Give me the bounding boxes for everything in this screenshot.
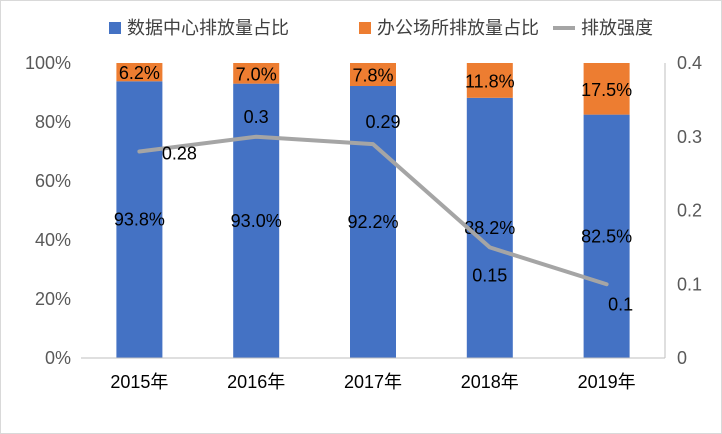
legend-datacenter-label: 数据中心排放量占比 (127, 18, 289, 38)
bar-datacenter-1 (233, 83, 280, 359)
bar-datacenter-0 (116, 81, 163, 358)
datacenter-data-label: 93.8% (114, 210, 165, 230)
intensity-line (137, 134, 609, 287)
office-data-label: 7.8% (352, 66, 393, 86)
legend-office-label: 办公场所排放量占比 (377, 18, 539, 38)
bar-office-2 (350, 63, 396, 87)
left-tick-label: 80% (35, 112, 71, 132)
category-label: 2019年 (578, 372, 636, 392)
category-label: 2018年 (461, 372, 519, 392)
bar-office-1 (233, 63, 280, 84)
right-tick-label: 0.1 (677, 274, 702, 294)
bar-office-4 (583, 63, 630, 115)
intensity-data-label: 0.28 (162, 144, 197, 164)
office-data-label: 11.8% (465, 71, 515, 91)
left-tick-label: 100% (25, 53, 71, 73)
office-data-label: 6.2% (119, 63, 160, 83)
intensity-data-label: 0.15 (472, 265, 507, 285)
bar-datacenter-3 (466, 97, 513, 358)
intensity-data-label: 0.1 (608, 294, 633, 314)
right-tick-label: 0.4 (677, 53, 702, 73)
category-label: 2016年 (227, 372, 285, 392)
datacenter-data-label: 82.5% (581, 226, 632, 246)
datacenter-data-label: 93.0% (231, 211, 282, 231)
bar-datacenter-4 (583, 114, 630, 358)
datacenter-data-label: 88.2% (464, 218, 515, 238)
bar-office-3 (466, 63, 513, 98)
category-label: 2017年 (344, 372, 402, 392)
intensity-data-label: 0.3 (244, 107, 269, 127)
bar-datacenter-2 (350, 86, 396, 358)
office-data-label: 17.5% (581, 80, 632, 100)
bar-office-0 (116, 63, 163, 82)
office-data-label: 7.0% (236, 64, 277, 84)
datacenter-data-label: 92.2% (347, 212, 398, 232)
right-tick-label: 0.2 (677, 201, 702, 221)
right-tick-label: 0.3 (677, 127, 702, 147)
legend-office-swatch (359, 22, 371, 34)
left-tick-label: 40% (35, 230, 71, 250)
left-tick-label: 20% (35, 289, 71, 309)
category-label: 2015年 (110, 372, 168, 392)
left-tick-label: 0% (45, 348, 71, 368)
legend-intensity-label: 排放强度 (581, 18, 653, 38)
left-tick-label: 60% (35, 171, 71, 191)
legend-datacenter-swatch (109, 22, 121, 34)
right-tick-label: 0 (677, 348, 687, 368)
intensity-data-label: 0.29 (365, 112, 400, 132)
